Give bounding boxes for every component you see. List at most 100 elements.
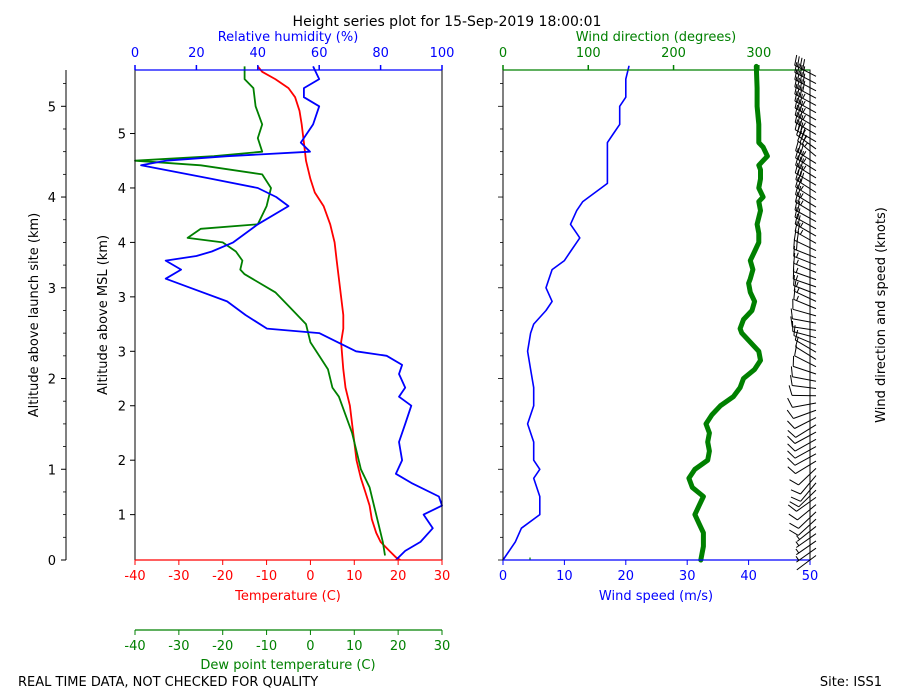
dewpoint-tick-label: 30	[434, 639, 451, 654]
wind-barb	[789, 489, 817, 508]
wind-barb	[795, 547, 817, 563]
wind-barb-shaft	[794, 209, 817, 222]
wind-barb-shaft	[795, 201, 817, 215]
msl-tick-label: 1	[118, 509, 126, 524]
msl-tick-label: 2	[118, 400, 126, 415]
wind-barb-shaft	[794, 431, 817, 444]
wind-barb-feather	[790, 308, 793, 319]
wind-barb-feather	[794, 213, 799, 225]
dewpoint-tick-label: -40	[124, 639, 145, 654]
wind-barb-half-feather	[802, 151, 807, 156]
wind-barb-feather	[789, 522, 799, 529]
wind-barb-feather	[794, 329, 799, 341]
wind-barb-shaft	[796, 540, 817, 556]
wind-barb-shaft	[795, 179, 817, 193]
speed-tick-label: 10	[556, 569, 573, 584]
wind-barb-half-feather	[802, 107, 806, 113]
wind-barb-shaft	[794, 438, 817, 452]
wind-barb-shaft	[800, 475, 817, 495]
wind-barb-shaft	[793, 255, 817, 266]
wind-barb-feather	[802, 59, 806, 70]
wind-barb-feather	[797, 201, 801, 212]
wind-barb-shaft	[793, 298, 817, 310]
wind-barb-shaft	[792, 318, 817, 324]
wind-barb-shaft	[798, 511, 817, 529]
wind-barb-feather	[795, 176, 799, 188]
wind-barb	[787, 417, 817, 429]
wind-barb-feather	[797, 92, 801, 103]
wind-barb-half-feather	[799, 229, 804, 235]
wind-barb-shaft	[798, 489, 817, 508]
wind-barb-feather	[794, 83, 798, 95]
wind-barb	[795, 336, 817, 360]
launch-site-tick-label: 4	[48, 191, 56, 206]
wind-barb	[795, 155, 817, 179]
wind-barb	[794, 112, 817, 135]
dewpoint-axis-label: Dew point temperature (C)	[200, 658, 375, 673]
wind-barb-half-feather	[802, 93, 806, 99]
wind-barb	[787, 460, 817, 475]
humidity-axis-label: Relative humidity (%)	[218, 30, 359, 45]
wind-barb-feather	[789, 529, 799, 536]
wind-barb-feather	[795, 155, 799, 166]
wind-barb-half-feather	[795, 281, 799, 287]
speed-tick-label: 50	[802, 569, 819, 584]
wind-barb-feather	[797, 106, 801, 117]
wind-barb-shaft	[794, 107, 817, 121]
wind-barb-shaft	[792, 402, 817, 408]
msl-tick-label: 2	[118, 454, 126, 469]
msl-tick-label: 3	[118, 291, 126, 306]
humidity-tick-label: 100	[430, 46, 455, 61]
wind-barb-feather	[789, 479, 799, 486]
wind-barb-feather	[797, 164, 801, 175]
wind-barb-shaft	[796, 547, 817, 563]
msl-axis-label: Altitude above MSL (km)	[96, 235, 111, 395]
speed-axis-label: Wind speed (m/s)	[599, 589, 713, 604]
wind-barb-half-feather	[800, 185, 804, 191]
temperature-tick-label: 0	[306, 569, 314, 584]
wind-barb	[794, 162, 817, 186]
wind-barb-shaft	[792, 308, 817, 317]
wind-barb-shaft	[793, 285, 817, 295]
temperature-tick-label: 30	[434, 569, 451, 584]
wind-barb-feather	[797, 208, 801, 219]
wind-barb	[795, 540, 817, 556]
wind-barb	[790, 375, 817, 389]
temperature-line	[257, 65, 401, 561]
wind-barb	[794, 90, 817, 114]
wind-barb	[792, 298, 817, 317]
wind-barb-shaft	[794, 86, 817, 99]
wind-barb-feather	[789, 501, 800, 508]
wind-barb-feather	[799, 86, 803, 98]
wind-speed-line	[502, 65, 630, 561]
wind-barb-feather	[794, 76, 798, 87]
wind-barb-shaft	[794, 100, 817, 114]
wind-barb-half-feather	[800, 193, 804, 198]
wind-barb-shaft	[797, 504, 817, 521]
wind-barb-feather	[790, 489, 801, 495]
wind-barb-shaft	[797, 140, 817, 157]
wind-barb-feather	[797, 142, 802, 153]
wind-barb-half-feather	[802, 100, 806, 106]
wind-barb-feather	[797, 178, 802, 189]
wind-barb	[787, 446, 817, 459]
wind-barb	[789, 511, 817, 529]
wind-barb-feather	[799, 79, 803, 90]
wind-barb	[794, 213, 817, 237]
wind-barb-shaft	[793, 248, 817, 259]
wind-barb-feather	[794, 69, 798, 80]
wind-barb-shaft	[795, 164, 817, 179]
wind-barb-feather	[800, 158, 804, 169]
wind-barb	[790, 475, 817, 495]
wind-barb-feather	[797, 70, 800, 82]
wind-barb	[793, 275, 817, 295]
wind-barb-feather	[794, 221, 798, 232]
wind-barb-feather	[790, 375, 793, 386]
wind-barb-shaft	[794, 79, 817, 92]
wind-barb-half-feather	[796, 252, 799, 258]
wind-barb	[790, 316, 817, 331]
wind-barb-half-feather	[799, 222, 804, 228]
wind-barb-shaft	[795, 424, 817, 438]
